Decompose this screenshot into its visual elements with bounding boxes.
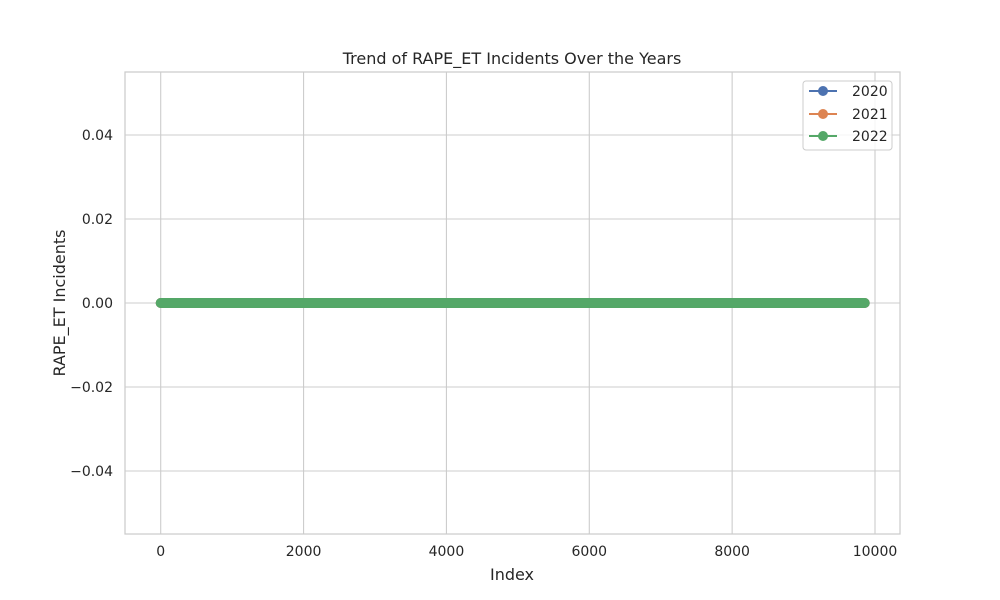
y-axis-label: RAPE_ET Incidents [50,230,70,377]
legend-label: 2020 [852,84,888,100]
legend-marker [818,86,828,96]
x-tick-label: 8000 [714,544,750,560]
chart-title: Trend of RAPE_ET Incidents Over the Year… [342,49,682,69]
legend-label: 2021 [852,107,888,123]
legend: 2020 2021 2022 [802,80,893,151]
x-tick-label: 10000 [853,544,898,560]
x-tick-labels: 0 2000 4000 6000 8000 10000 [156,544,897,560]
legend-entry: 2020 [809,84,888,100]
y-tick-labels: 0.04 0.02 0.00 −0.02 −0.04 [70,128,113,480]
y-tick-label: 0.00 [82,296,113,312]
legend-marker [818,131,828,141]
x-tick-label: 4000 [429,544,465,560]
legend-entry: 2022 [809,129,888,145]
legend-label: 2022 [852,129,888,145]
legend-marker [818,109,828,119]
x-axis-label: Index [490,565,534,584]
x-tick-label: 0 [156,544,165,560]
data-point [859,298,870,308]
plot-frame [124,71,901,535]
y-tick-label: −0.02 [70,380,113,396]
series-2022 [155,298,870,308]
series-layer [155,298,870,308]
y-tick-label: −0.04 [70,464,113,480]
legend-entry: 2021 [809,107,888,123]
y-tick-label: 0.04 [82,128,113,144]
x-tick-label: 2000 [286,544,322,560]
y-tick-label: 0.02 [82,212,113,228]
x-tick-label: 6000 [571,544,607,560]
